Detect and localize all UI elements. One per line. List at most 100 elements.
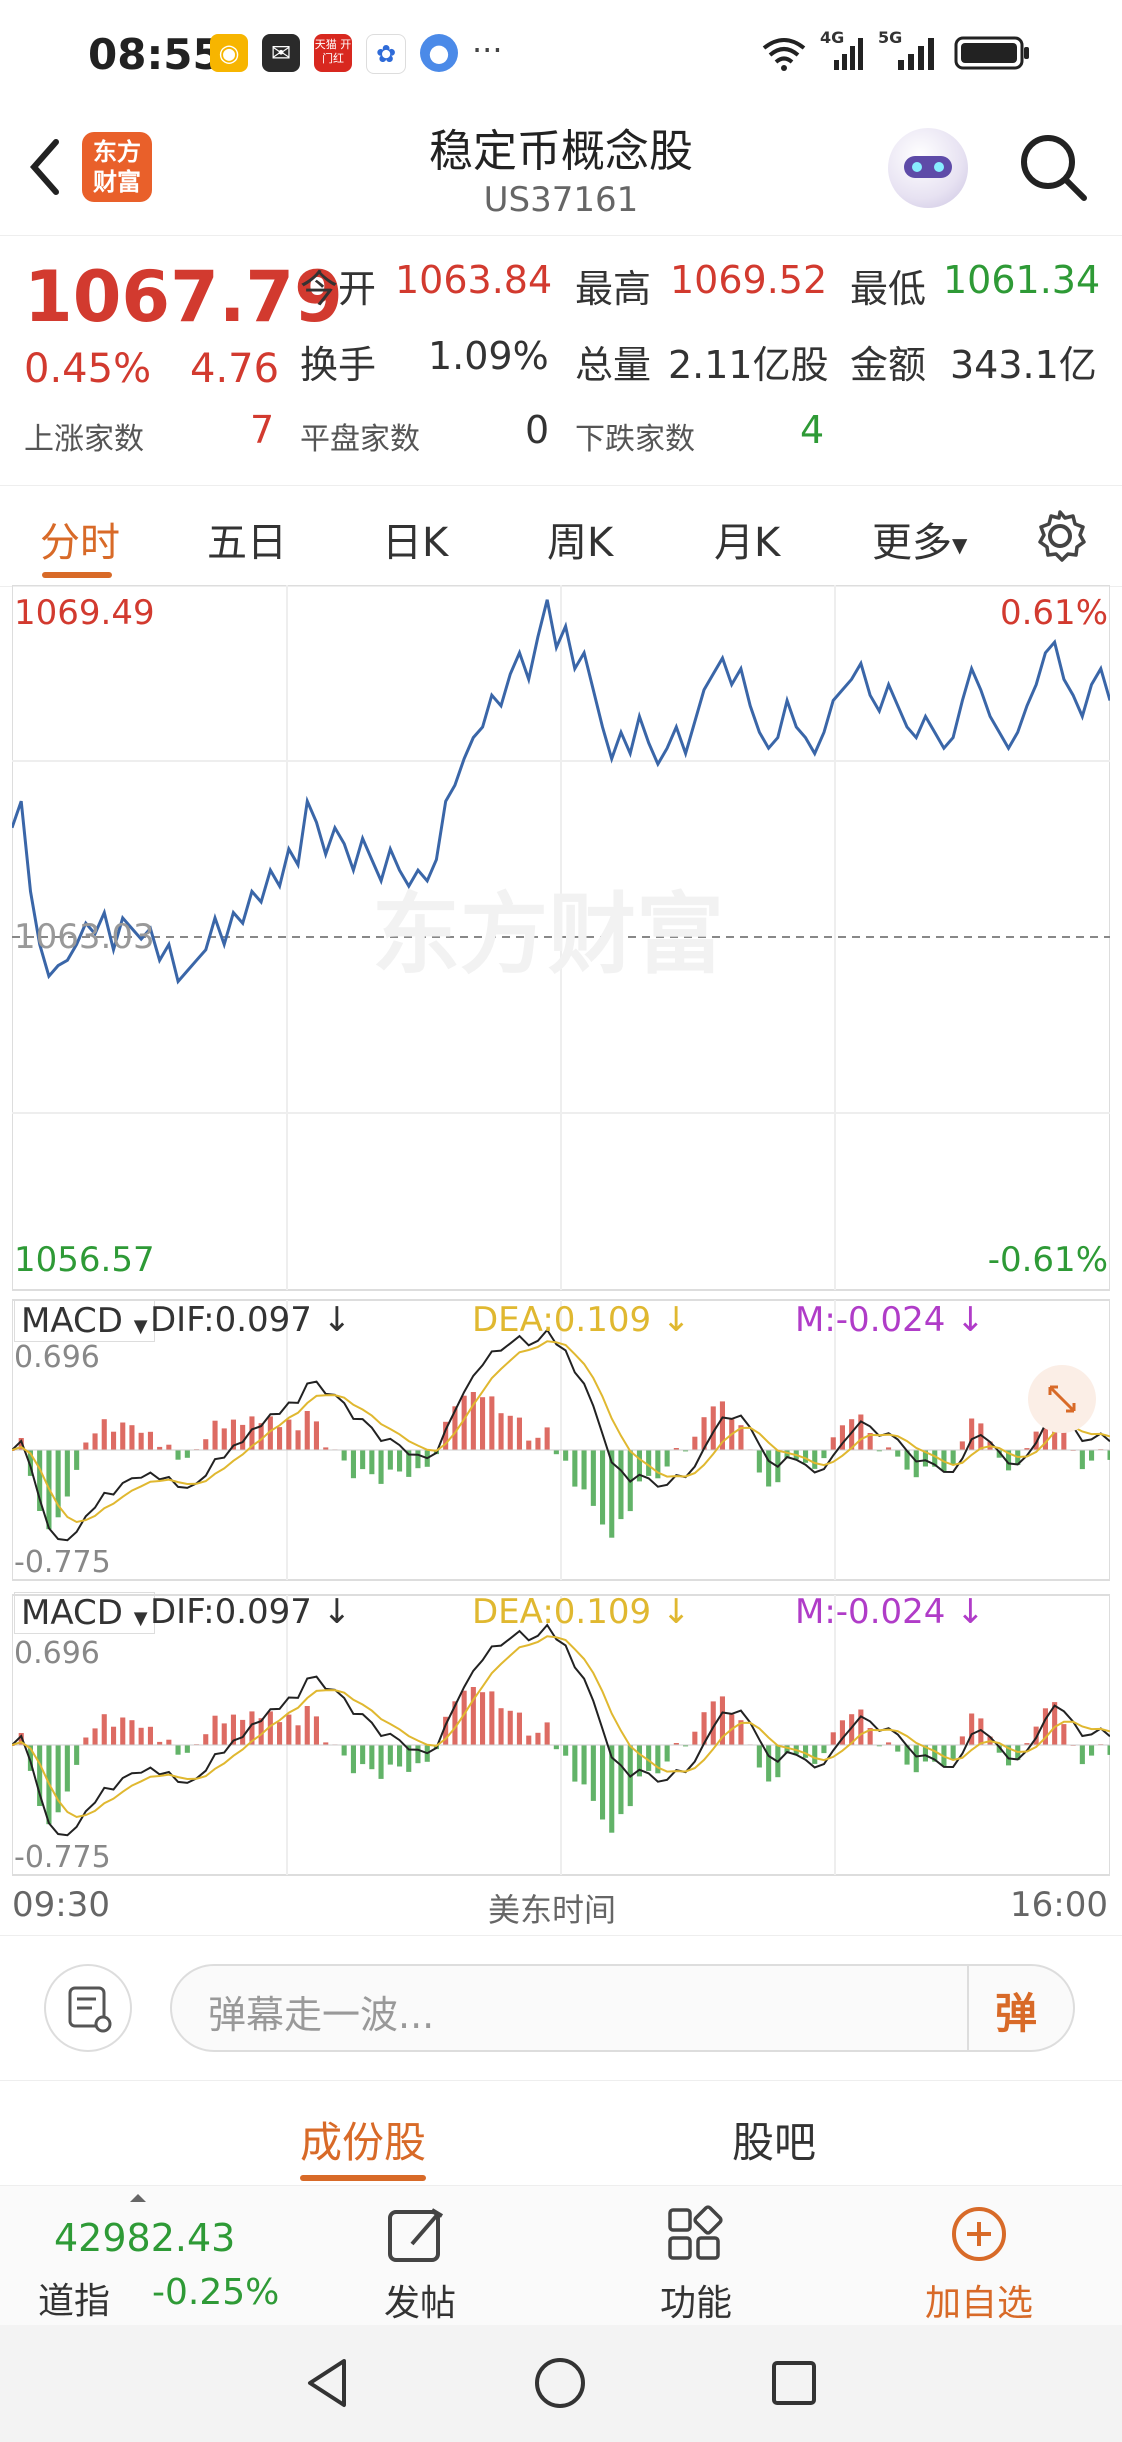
macd-bar [203,1439,209,1450]
macd-bar [590,1745,596,1801]
macd-bar [249,1416,255,1450]
macd-bar [1052,1702,1058,1745]
chart-area[interactable]: 东方财富 1069.49 0.61% 1063.03 1056.57 -0.61… [12,585,1110,1885]
status-app-icons: ◉ ✉ 天猫 开门红 ✿ ● ··· [210,34,503,74]
macd-bar [406,1450,412,1477]
macd-bar [507,1415,513,1450]
macd-bar [101,1714,107,1745]
dea-line-2 [12,1635,1110,1819]
system-home-icon[interactable] [532,2355,588,2411]
macd-bar [480,1692,486,1745]
signal-5g-icon: 5G [878,28,942,72]
macd-bar [369,1745,375,1770]
page-title: 稳定币概念股 [429,126,693,177]
danmu-bar: 弹幕走一波... 弹 [0,1935,1122,2081]
danmu-settings-icon[interactable] [44,1964,132,2052]
tab-daily-k[interactable]: 日K [382,520,449,566]
tab-intraday[interactable]: 分时 [40,520,120,566]
macd-bar [37,1745,43,1806]
up-count-value: 7 [250,408,275,452]
current-price: 1067.79 [24,256,343,338]
tab-constituents[interactable]: 成份股 [300,2118,427,2167]
macd-bar [526,1735,532,1745]
signal-4g-icon: 4G [820,28,866,72]
more-notifications-icon: ··· [472,31,503,69]
add-watchlist-button[interactable]: 加自选 [914,2204,1044,2324]
danmu-send-button[interactable]: 弹 [967,1964,1073,2052]
index-name[interactable]: 道指 [38,2281,111,2322]
back-arrow-icon[interactable] [20,132,70,202]
open-label: 今开 [300,267,377,311]
tab-guba[interactable]: 股吧 [732,2118,817,2167]
macd-bar [756,1450,762,1473]
macd-selector-2[interactable]: MACD ▼ [14,1592,155,1634]
macd-bar [341,1450,347,1461]
macd-bar [516,1712,522,1745]
macd-bar [27,1745,33,1771]
macd-bar [277,1722,283,1745]
low-value: 1061.34 [943,258,1101,302]
macd-top-2: 0.696 [14,1636,100,1671]
expand-icon[interactable] [1028,1365,1096,1433]
turnover-label: 换手 [300,343,377,387]
macd-bar [277,1427,283,1450]
system-recents-icon[interactable] [766,2355,822,2411]
macd-bar [489,1396,495,1450]
macd-bar [701,1417,707,1450]
macd-m-2: M:-0.024 ↓ [795,1592,985,1632]
robot-assistant-icon[interactable] [888,128,968,208]
macd-bar [904,1450,910,1470]
post-button[interactable]: 发帖 [380,2204,460,2324]
watermark: 东方财富 [372,883,724,986]
more-dropdown-icon: ▼ [952,533,968,557]
tmall-icon: 天猫 开门红 [314,34,352,72]
macd-bar [978,1718,984,1745]
x-start-label: 09:30 [12,1885,110,1925]
macd-bar [1006,1450,1012,1471]
settings-gear-icon[interactable] [1032,508,1088,564]
index-change[interactable]: -0.25% [152,2272,280,2313]
macd-bar [397,1745,403,1767]
macd-selector-1[interactable]: MACD ▼ [14,1300,155,1342]
intraday-chart[interactable]: 东方财富 [12,585,1110,1885]
tab-five-day[interactable]: 五日 [207,520,287,566]
edit-icon [388,2208,444,2262]
macd-bar [1024,1743,1030,1745]
macd-bar [461,1690,467,1745]
macd-bar [664,1745,670,1762]
macd-bar [360,1745,366,1765]
system-back-icon[interactable] [300,2355,356,2411]
macd-bar [830,1732,836,1745]
tab-monthly-k[interactable]: 月K [714,520,781,566]
macd-bar [452,1406,458,1450]
macd-bar [830,1437,836,1450]
macd-bar [1061,1724,1067,1745]
danmu-input[interactable]: 弹幕走一波... 弹 [170,1964,1075,2052]
macd-bar [950,1450,956,1464]
macd-bar [544,1722,550,1745]
function-button[interactable]: 功能 [656,2204,736,2324]
tab-weekly-k[interactable]: 周K [547,520,614,566]
macd-bar [738,1425,744,1450]
wechat-icon: ✉ [262,34,300,72]
macd-bar [507,1710,513,1745]
search-icon[interactable] [1016,130,1092,206]
macd-bar [922,1745,928,1762]
nav-bar: 东方财富 [0,110,1122,235]
index-value[interactable]: 42982.43 [54,2216,236,2260]
macd-bar [886,1447,892,1450]
macd-bar [839,1720,845,1745]
brand-logo[interactable]: 东方财富 [82,132,152,202]
macd-bar [664,1450,670,1467]
macd-bar [286,1419,292,1450]
tab-more[interactable]: 更多▼ [872,520,968,566]
macd-bar [563,1745,569,1756]
expand-up-icon[interactable] [130,2194,146,2202]
down-count-label: 下跌家数 [575,422,695,457]
macd-bar [166,1739,172,1745]
macd-bar [360,1450,366,1470]
macd-dropdown-icon: ▼ [133,1608,148,1629]
change-percent: 0.45% [24,346,152,392]
macd-dif-2: DIF:0.097 ↓ [150,1592,352,1632]
macd-bar [849,1419,855,1450]
